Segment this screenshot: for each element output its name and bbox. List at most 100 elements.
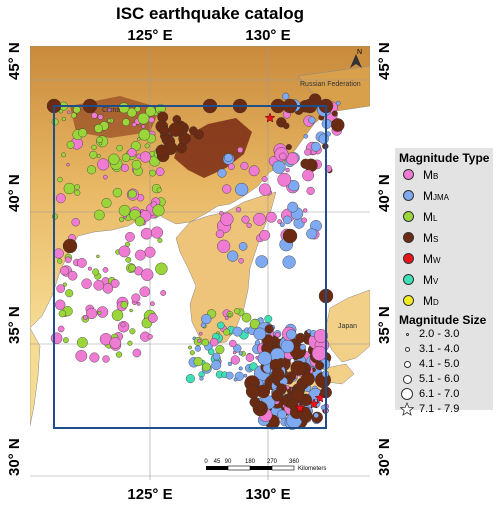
earthquake-point xyxy=(77,337,88,348)
lat-tick-right-35: 35° N xyxy=(376,306,393,344)
earthquake-point xyxy=(55,193,66,204)
star-icon xyxy=(264,112,276,123)
earthquake-point xyxy=(277,219,283,225)
earthquake-point xyxy=(217,239,231,253)
earthquake-point xyxy=(131,122,137,127)
earthquake-point xyxy=(314,328,328,343)
earthquake-point xyxy=(136,137,141,141)
earthquake-point xyxy=(299,344,306,351)
scale-unit: Kilometers xyxy=(298,466,326,472)
earthquake-point xyxy=(118,245,131,258)
legend-type-sub: V xyxy=(433,277,439,286)
earthquake-point xyxy=(230,355,240,365)
earthquake-point xyxy=(282,92,290,100)
earthquake-point xyxy=(271,389,284,402)
earthquake-point xyxy=(306,328,312,334)
earthquake-point xyxy=(253,212,266,226)
earthquake-point xyxy=(330,118,345,132)
earthquake-point xyxy=(144,246,156,258)
earthquake-point xyxy=(59,266,69,276)
legend-type-main: M xyxy=(423,210,433,224)
earthquake-point xyxy=(148,116,155,124)
star-icon xyxy=(308,398,320,409)
earthquake-point xyxy=(222,184,232,194)
earthquake-point xyxy=(246,222,252,229)
legend-type-sub: W xyxy=(433,256,441,265)
earthquake-point xyxy=(235,182,249,197)
legend-type-label: MV xyxy=(423,273,438,287)
legend-type-row: MD xyxy=(395,291,493,312)
earthquake-point xyxy=(310,141,321,152)
lat-tick-left-35: 35° N xyxy=(6,306,23,344)
legend-type-label: MW xyxy=(423,252,441,266)
legend-size-label: 3.1 - 4.0 xyxy=(419,343,460,355)
earthquake-point xyxy=(156,187,162,193)
earthquake-point xyxy=(101,197,112,208)
earthquake-point xyxy=(256,403,266,413)
earthquake-point xyxy=(87,165,97,175)
landmass-korea xyxy=(175,191,277,345)
earthquake-point xyxy=(118,216,125,223)
earthquake-point xyxy=(249,362,258,371)
legend-size-row: 7.1 - 7.9 xyxy=(395,402,493,417)
earthquake-point xyxy=(62,238,78,254)
earthquake-point xyxy=(58,109,64,114)
earthquake-point xyxy=(168,122,183,137)
legend-type-main: M xyxy=(423,294,433,308)
earthquake-point xyxy=(145,106,156,117)
earthquake-point xyxy=(215,345,225,355)
earthquake-point xyxy=(303,208,308,213)
earthquake-point xyxy=(212,352,221,361)
earthquake-point xyxy=(335,100,341,106)
legend-size-circle xyxy=(405,332,409,336)
earthquake-point xyxy=(286,329,297,340)
earthquake-point xyxy=(279,222,285,228)
earthquake-point xyxy=(261,176,268,183)
earthquake-point xyxy=(141,124,146,129)
earthquake-point xyxy=(282,255,296,269)
earthquake-point xyxy=(227,313,232,317)
earthquake-point xyxy=(134,106,141,113)
earthquake-point xyxy=(63,182,76,195)
earthquake-point xyxy=(132,348,142,358)
map-canvas[interactable]: China Russian Federation Japan N 0 45 90… xyxy=(30,46,370,480)
earthquake-point xyxy=(107,118,112,123)
earthquake-point xyxy=(238,366,243,371)
scale-label-180: 180 xyxy=(245,459,256,465)
earthquake-point xyxy=(127,148,137,158)
north-arrow-icon: N xyxy=(350,49,362,68)
earthquake-point xyxy=(288,180,300,192)
earthquake-point xyxy=(150,301,155,307)
earthquake-point xyxy=(234,308,241,315)
legend-size-label: 4.1 - 5.0 xyxy=(419,358,460,370)
earthquake-point xyxy=(148,313,158,323)
earthquake-point xyxy=(306,228,318,240)
earthquake-point xyxy=(55,299,66,310)
earthquake-point xyxy=(272,160,286,174)
earthquake-point xyxy=(264,314,273,323)
earthquake-point xyxy=(87,266,92,271)
earthquake-point xyxy=(127,107,137,118)
earthquake-point xyxy=(274,332,281,338)
earthquake-point xyxy=(155,167,165,176)
earthquake-point xyxy=(81,278,92,289)
earthquake-point xyxy=(78,128,88,138)
legend-type-label: MD xyxy=(423,294,439,308)
lat-tick-left-40: 40° N xyxy=(6,174,23,212)
earthquake-point xyxy=(245,353,255,362)
earthquake-point xyxy=(125,231,135,242)
legend-type-swatch xyxy=(403,232,414,243)
legend-type-main: M xyxy=(423,231,433,245)
earthquake-point xyxy=(128,264,136,272)
legend-type-row: MV xyxy=(395,270,493,291)
earthquake-point xyxy=(110,279,120,288)
scale-label-0: 0 xyxy=(204,459,208,465)
earthquake-point xyxy=(64,256,72,264)
earthquake-point xyxy=(320,405,326,411)
earthquake-point xyxy=(149,169,156,177)
earthquake-point xyxy=(237,146,244,153)
legend-type-list: MB MJMA ML MS MW MV MD xyxy=(395,165,493,312)
legend-size-label: 5.1 - 6.0 xyxy=(419,373,460,385)
legend-size-circle xyxy=(403,360,411,368)
earthquake-point xyxy=(147,334,153,340)
